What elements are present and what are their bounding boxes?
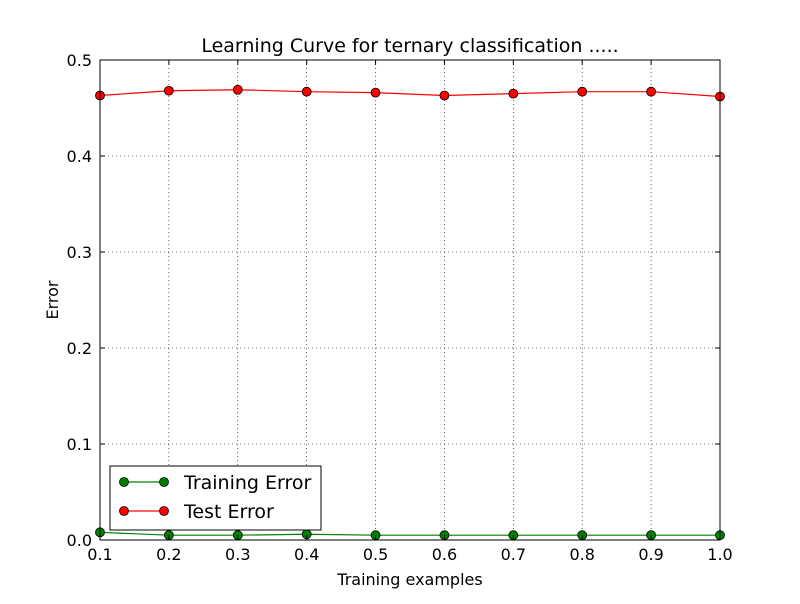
data-point (163, 85, 174, 96)
x-tick-label: 0.7 (501, 545, 526, 564)
data-point (508, 88, 519, 99)
legend-item: Test Error (119, 501, 274, 523)
x-tick-label: 0.2 (156, 545, 181, 564)
data-point (370, 87, 381, 98)
legend-marker (119, 506, 129, 516)
legend-marker (159, 506, 169, 516)
y-tick-label: 0.1 (67, 435, 92, 454)
series-training-error (95, 527, 725, 541)
x-tick-label: 0.8 (569, 545, 594, 564)
x-tick-label: 0.6 (432, 545, 457, 564)
legend-label: Training Error (183, 472, 312, 494)
legend-item: Training Error (119, 472, 312, 494)
legend-box (109, 465, 322, 531)
x-tick-label: 0.3 (225, 545, 250, 564)
legend-marker (159, 477, 169, 487)
data-point (646, 86, 657, 97)
y-tick-label: 0.5 (67, 51, 92, 70)
data-point (577, 86, 588, 97)
legend-label: Test Error (183, 501, 274, 523)
chart-title: Learning Curve for ternary classificatio… (201, 35, 618, 57)
legend-marker (119, 477, 129, 487)
axis-ticks: 0.1 0.2 0.3 0.4 0.5 0.6 0.7 0.8 0.9 1.00.00.10.20… (67, 51, 733, 564)
y-axis-label: Error (43, 280, 62, 319)
data-point (301, 86, 312, 97)
series-line (99, 89, 721, 98)
x-tick-label: 0.4 (294, 545, 319, 564)
y-tick-label: 0.3 (67, 243, 92, 262)
data-point (439, 90, 450, 101)
plot-frame (99, 59, 721, 541)
y-tick-label: 0.4 (67, 147, 92, 166)
x-tick-label: 1.0 (707, 545, 732, 564)
x-tick-label: 0.9 (638, 545, 663, 564)
series-layer (95, 84, 725, 541)
y-tick-label: 0.2 (67, 339, 92, 358)
legend: Training Error Test Error (109, 465, 322, 531)
x-tick-label: 0.1 (87, 545, 112, 564)
series-line (99, 531, 720, 536)
x-tick-label: 0.5 (363, 545, 388, 564)
data-point (232, 84, 243, 95)
x-axis-label: Training examples (336, 570, 482, 589)
series-test-error (95, 84, 725, 102)
y-tick-label: 0.0 (67, 531, 92, 550)
